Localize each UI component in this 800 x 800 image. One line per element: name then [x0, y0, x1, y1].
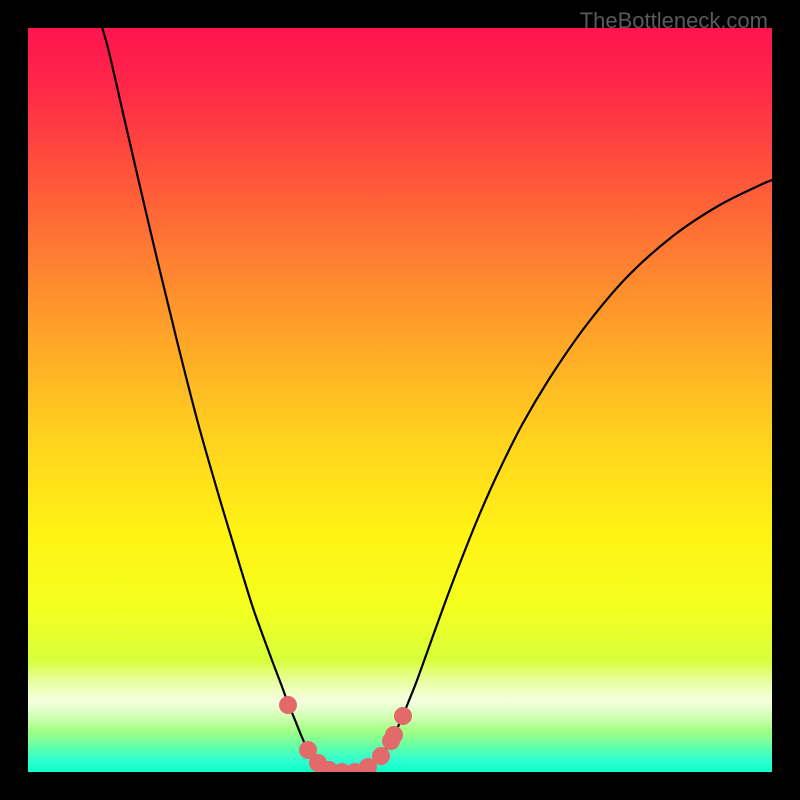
- chart-curve-layer: [28, 28, 772, 772]
- curve-marker: [373, 748, 390, 765]
- curve-markers: [280, 697, 412, 773]
- bottleneck-curve: [99, 28, 772, 772]
- curve-marker: [280, 697, 297, 714]
- curve-marker: [395, 708, 412, 725]
- watermark-text: TheBottleneck.com: [580, 8, 768, 34]
- curve-marker: [386, 727, 403, 744]
- plot-area: [28, 28, 772, 772]
